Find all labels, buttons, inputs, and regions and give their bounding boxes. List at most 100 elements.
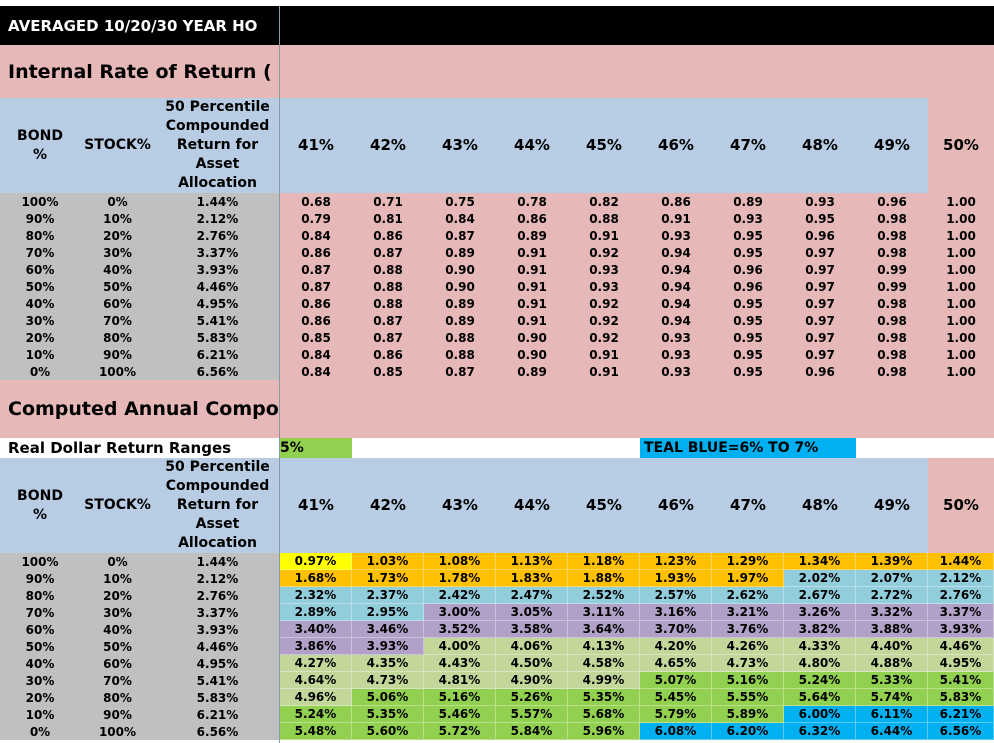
table-cell: 0.87 <box>352 244 424 261</box>
table-cell: 0.89 <box>496 363 568 380</box>
table-cell: 0.94 <box>640 278 712 295</box>
table-cell: 3.16% <box>640 604 712 621</box>
table-cell: 0.95 <box>712 295 784 312</box>
table-cell: 4.26% <box>712 638 784 655</box>
table-cell: 100% <box>80 723 155 740</box>
table-cell: 0.96 <box>712 261 784 278</box>
table-cell: 5.60% <box>352 723 424 740</box>
header-cell: 42% <box>352 98 424 193</box>
table-cell: 20% <box>80 227 155 244</box>
table-cell: 0.88 <box>424 346 496 363</box>
table-cell: 100% <box>80 363 155 380</box>
table-cell: 6.32% <box>784 723 856 740</box>
table-cell: 0.97% <box>280 553 352 570</box>
table-cell: 80% <box>0 587 80 604</box>
header-cell: STOCK% <box>80 458 155 553</box>
table-cell: 0.92 <box>568 295 640 312</box>
table-cell: 4.00% <box>424 638 496 655</box>
table-cell: 0.91 <box>496 244 568 261</box>
table-cell: 1.73% <box>352 570 424 587</box>
table-cell: 1.23% <box>640 553 712 570</box>
table-cell: 2.12% <box>155 210 280 227</box>
header-cell: 49% <box>856 98 928 193</box>
table-cell: 10% <box>80 570 155 587</box>
header-cell: 41% <box>280 458 352 553</box>
table-cell: 0.93 <box>568 278 640 295</box>
header-cell: 47% <box>712 98 784 193</box>
header-cell: 47% <box>712 458 784 553</box>
table-cell: 0.75 <box>424 193 496 210</box>
table-cell: 3.70% <box>640 621 712 638</box>
table-cell: 0.88 <box>424 329 496 346</box>
table-cell: 5.35% <box>352 706 424 723</box>
table-cell: 40% <box>0 295 80 312</box>
table-cell: 30% <box>0 672 80 689</box>
table-cell: 0.98 <box>856 227 928 244</box>
table-cell: 40% <box>80 261 155 278</box>
table-cell: 1.08% <box>424 553 496 570</box>
table-cell: 0.97 <box>784 295 856 312</box>
table-cell: 5.24% <box>280 706 352 723</box>
table-cell: 20% <box>80 587 155 604</box>
header-cell: 43% <box>424 458 496 553</box>
table-cell: 5.83% <box>155 329 280 346</box>
table-cell: 0.89 <box>712 193 784 210</box>
header-cell: STOCK% <box>80 98 155 193</box>
table-cell: 5.83% <box>928 689 994 706</box>
table-cell: 6.21% <box>155 346 280 363</box>
table-cell: 5.64% <box>784 689 856 706</box>
freeze-line <box>279 6 280 743</box>
table-cell: 1.44% <box>155 193 280 210</box>
header-cell: 50 Percentile Compounded Return for Asse… <box>155 458 280 553</box>
table-cell: 0.94 <box>640 312 712 329</box>
table-cell: 0.87 <box>280 278 352 295</box>
section-band <box>0 380 994 438</box>
table-cell: 4.80% <box>784 655 856 672</box>
table-cell: 6.56% <box>928 723 994 740</box>
table-cell: 5.55% <box>712 689 784 706</box>
table-cell: 6.56% <box>155 723 280 740</box>
header-cell: 43% <box>424 98 496 193</box>
table-cell: 2.42% <box>424 587 496 604</box>
table-cell: 0.87 <box>352 312 424 329</box>
table-cell: 60% <box>80 295 155 312</box>
table-cell: 0.95 <box>712 346 784 363</box>
table-cell: 0.93 <box>784 193 856 210</box>
table-cell: 0.84 <box>280 346 352 363</box>
table-cell: 0.94 <box>640 295 712 312</box>
table-cell: 1.83% <box>496 570 568 587</box>
table-cell: 0.93 <box>568 261 640 278</box>
table-cell: 4.64% <box>280 672 352 689</box>
table-cell: 4.96% <box>280 689 352 706</box>
table-cell: 0.95 <box>712 244 784 261</box>
header-cell: 49% <box>856 458 928 553</box>
table-cell: 3.88% <box>856 621 928 638</box>
table-cell: 4.90% <box>496 672 568 689</box>
table-cell: 0.98 <box>856 295 928 312</box>
table-cell: 2.76% <box>155 587 280 604</box>
table-cell: 1.44% <box>928 553 994 570</box>
table-cell: 3.26% <box>784 604 856 621</box>
table-cell: 6.00% <box>784 706 856 723</box>
table-cell: 90% <box>0 570 80 587</box>
section-heading: Internal Rate of Return ( <box>8 60 272 83</box>
table-cell: 0.96 <box>784 227 856 244</box>
table-cell: 5.48% <box>280 723 352 740</box>
table-cell: 0.94 <box>640 261 712 278</box>
table-cell: 0.71 <box>352 193 424 210</box>
table-cell: 0.90 <box>424 278 496 295</box>
table-cell: 0.84 <box>280 227 352 244</box>
table-cell: 2.07% <box>856 570 928 587</box>
table-cell: 30% <box>80 244 155 261</box>
table-cell: 5.84% <box>496 723 568 740</box>
table-cell: 5.57% <box>496 706 568 723</box>
table-cell: 5.74% <box>856 689 928 706</box>
table-cell: 2.02% <box>784 570 856 587</box>
table-cell: 5.06% <box>352 689 424 706</box>
table-cell: 0.89 <box>424 312 496 329</box>
section-heading: Computed Annual Compo <box>8 398 279 420</box>
table-cell: 0.93 <box>640 346 712 363</box>
table-cell: 5.46% <box>424 706 496 723</box>
table-cell: 4.88% <box>856 655 928 672</box>
table-cell: 0.85 <box>280 329 352 346</box>
